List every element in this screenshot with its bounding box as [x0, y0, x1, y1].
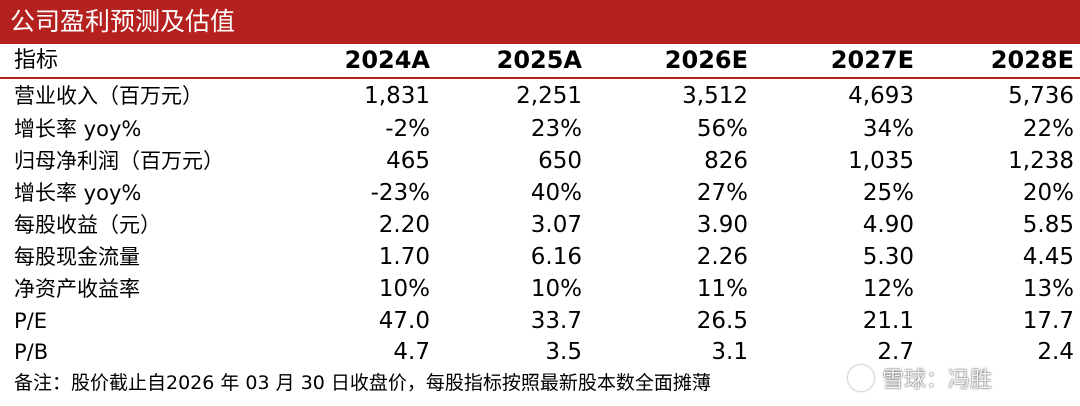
- cell-value: 826: [704, 148, 748, 174]
- header-year-2025a: 2025A: [496, 46, 582, 74]
- cell-value: 22%: [1022, 116, 1074, 142]
- table-row: P/B 4.7 3.5 3.1 2.7 2.4: [0, 336, 1080, 369]
- cell-value: 465: [386, 148, 430, 174]
- row-label: 净资产收益率: [14, 277, 140, 301]
- cell-value: 56%: [696, 116, 748, 142]
- cell-value: 1.70: [378, 244, 430, 270]
- cell-value: 4.45: [1022, 244, 1074, 270]
- cell-value: 21.1: [862, 308, 914, 334]
- cell-value: 1,238: [1008, 148, 1074, 174]
- cell-value: 5.30: [862, 244, 914, 270]
- header-label: 指标: [14, 48, 59, 73]
- cell-value: 33.7: [530, 308, 582, 334]
- cell-value: 17.7: [1022, 308, 1074, 334]
- row-label: 营业收入（百万元）: [14, 84, 203, 108]
- cell-value: 1,035: [848, 148, 914, 174]
- cell-value: 23%: [530, 116, 582, 142]
- table-header-row: 指标 2024A 2025A 2026E 2027E 2028E: [0, 44, 1080, 77]
- table-row: 每股现金流量 1.70 6.16 2.26 5.30 4.45: [0, 241, 1080, 274]
- header-divider: [0, 77, 1080, 79]
- table-row: 增长率 yoy% -2% 23% 56% 34% 22%: [0, 113, 1080, 146]
- cell-value: 4.7: [393, 339, 430, 365]
- table-row: 营业收入（百万元） 1,831 2,251 3,512 4,693 5,736: [0, 80, 1080, 113]
- table-row: 每股收益（元） 2.20 3.07 3.90 4.90 5.85: [0, 209, 1080, 242]
- table-title: 公司盈利预测及估值: [0, 0, 1080, 44]
- cell-value: 3.07: [530, 212, 582, 238]
- watermark-text: 雪球：冯胜: [882, 368, 993, 393]
- cell-value: 12%: [862, 276, 914, 302]
- row-label: 增长率 yoy%: [14, 117, 142, 141]
- table-row: 增长率 yoy% -23% 40% 27% 25% 20%: [0, 177, 1080, 210]
- cell-value: 1,831: [364, 83, 430, 109]
- cell-value: 4,693: [848, 83, 914, 109]
- header-year-2024a: 2024A: [344, 46, 430, 74]
- cell-value: 5,736: [1008, 83, 1074, 109]
- cell-value: 34%: [862, 116, 914, 142]
- row-label: 增长率 yoy%: [14, 181, 142, 205]
- cell-value: 20%: [1022, 180, 1074, 206]
- cell-value: 47.0: [378, 308, 430, 334]
- cell-value: 3.90: [696, 212, 748, 238]
- cell-value: -23%: [370, 180, 430, 206]
- cell-value: -2%: [385, 116, 430, 142]
- cell-value: 2.26: [696, 244, 748, 270]
- cell-value: 6.16: [530, 244, 582, 270]
- row-label: 每股收益（元）: [14, 213, 161, 237]
- table-row: 净资产收益率 10% 10% 11% 12% 13%: [0, 273, 1080, 306]
- cell-value: 2.7: [877, 339, 914, 365]
- cell-value: 11%: [696, 276, 748, 302]
- table-row: 归母净利润（百万元） 465 650 826 1,035 1,238: [0, 145, 1080, 178]
- cell-value: 10%: [530, 276, 582, 302]
- watermark: 雪球：冯胜: [848, 364, 992, 398]
- table-row: P/E 47.0 33.7 26.5 21.1 17.7: [0, 305, 1080, 338]
- row-label: P/B: [14, 340, 49, 364]
- cell-value: 650: [538, 148, 582, 174]
- cell-value: 40%: [530, 180, 582, 206]
- cell-value: 3,512: [682, 83, 748, 109]
- row-label: P/E: [14, 309, 48, 333]
- header-year-2027e: 2027E: [830, 46, 914, 74]
- cell-value: 25%: [862, 180, 914, 206]
- cell-value: 3.1: [711, 339, 748, 365]
- cell-value: 4.90: [862, 212, 914, 238]
- cell-value: 13%: [1022, 276, 1074, 302]
- cell-value: 10%: [378, 276, 430, 302]
- cell-value: 2.20: [378, 212, 430, 238]
- cell-value: 5.85: [1022, 212, 1074, 238]
- row-label: 归母净利润（百万元）: [14, 149, 224, 173]
- cell-value: 27%: [696, 180, 748, 206]
- cell-value: 3.5: [545, 339, 582, 365]
- header-year-2028e: 2028E: [990, 46, 1074, 74]
- cell-value: 26.5: [696, 308, 748, 334]
- cell-value: 2.4: [1037, 339, 1074, 365]
- footnote: 备注：股价截止自2026 年 03 月 30 日收盘价，每股指标按照最新股本数全…: [14, 372, 711, 394]
- snowball-logo-icon: [848, 365, 874, 391]
- cell-value: 2,251: [516, 83, 582, 109]
- header-year-2026e: 2026E: [664, 46, 748, 74]
- row-label: 每股现金流量: [14, 245, 140, 269]
